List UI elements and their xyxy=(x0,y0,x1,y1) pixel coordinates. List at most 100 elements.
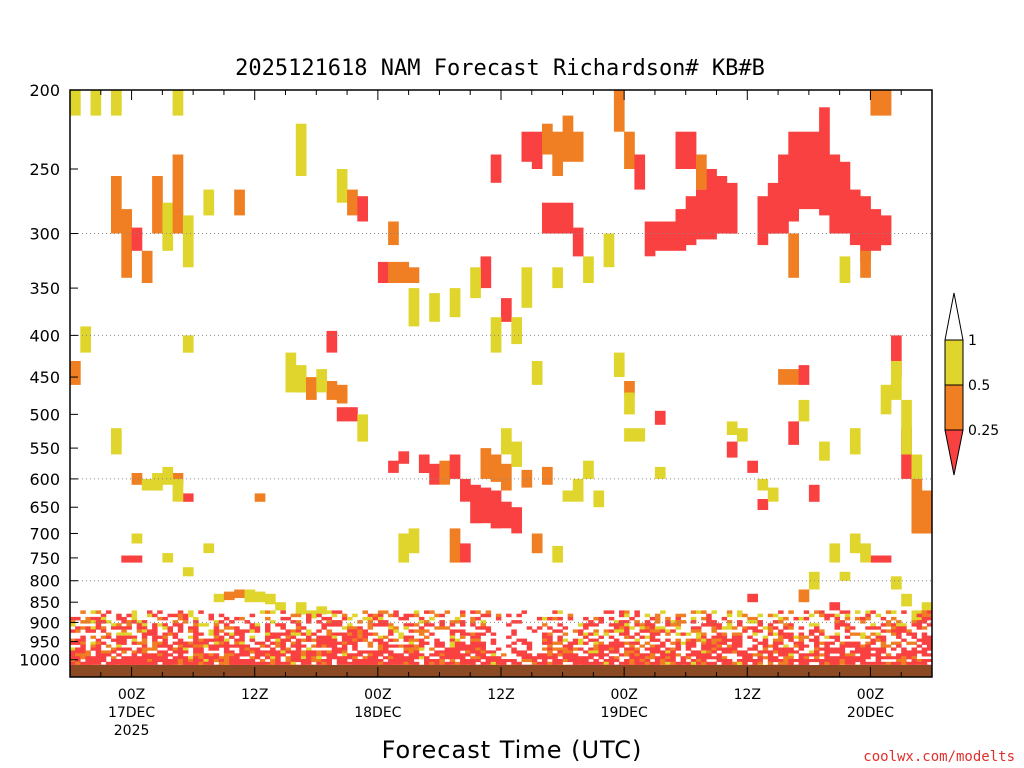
surface-cell xyxy=(711,638,717,642)
surface-cell xyxy=(460,656,466,660)
heatmap-cell xyxy=(552,545,563,563)
surface-cell xyxy=(460,641,466,645)
surface-cell xyxy=(85,616,91,621)
surface-cell xyxy=(306,661,312,665)
surface-cell xyxy=(75,626,81,630)
surface-cell xyxy=(721,650,728,654)
surface-cell xyxy=(347,635,353,639)
heatmap-cell xyxy=(182,335,194,353)
surface-cell xyxy=(147,629,153,633)
surface-cell xyxy=(767,623,774,627)
surface-cell xyxy=(526,653,533,657)
heatmap-cell xyxy=(891,361,902,400)
surface-cell xyxy=(454,629,461,633)
surface-cell xyxy=(516,661,522,665)
surface-cell xyxy=(413,653,420,657)
surface-cell xyxy=(660,659,666,663)
surface-cell xyxy=(265,661,271,665)
surface-cell xyxy=(444,661,451,665)
surface-cell xyxy=(167,659,173,663)
surface-cell xyxy=(670,623,676,627)
surface-cell xyxy=(126,661,132,665)
surface-cell xyxy=(167,629,173,633)
surface-cell xyxy=(326,653,332,657)
surface-cell xyxy=(819,613,825,618)
surface-cell xyxy=(341,632,348,636)
surface-cell xyxy=(295,647,302,651)
surface-cell xyxy=(429,647,435,651)
surface-cell xyxy=(203,659,209,663)
surface-cell xyxy=(706,613,712,618)
surface-cell xyxy=(803,635,810,639)
surface-cell xyxy=(429,610,435,614)
surface-cell xyxy=(649,661,656,665)
surface-cell xyxy=(690,638,697,642)
surface-cell xyxy=(865,644,871,648)
surface-cell xyxy=(336,661,343,665)
heatmap-cell xyxy=(542,466,553,485)
surface-cell xyxy=(167,653,173,657)
surface-cell xyxy=(424,661,430,665)
heatmap-cell xyxy=(501,501,512,529)
surface-cell xyxy=(870,653,876,657)
surface-cell xyxy=(485,613,492,618)
surface-cell xyxy=(177,610,184,614)
surface-cell xyxy=(542,661,548,665)
surface-cell xyxy=(244,653,250,657)
surface-cell xyxy=(270,635,276,639)
surface-cell xyxy=(213,629,220,633)
surface-cell xyxy=(126,623,132,627)
surface-cell xyxy=(639,661,645,665)
surface-cell xyxy=(429,659,435,663)
surface-cell xyxy=(629,661,635,665)
surface-cell xyxy=(752,659,758,663)
surface-cell xyxy=(203,638,209,642)
surface-cell xyxy=(567,653,574,657)
surface-cell xyxy=(249,647,256,651)
surface-cell xyxy=(208,638,214,642)
surface-cell xyxy=(172,632,179,636)
surface-cell xyxy=(316,641,322,645)
heatmap-cell xyxy=(798,589,810,603)
surface-cell xyxy=(593,632,599,636)
surface-cell xyxy=(70,647,76,651)
heatmap-cell xyxy=(203,543,215,554)
surface-cell xyxy=(701,650,707,654)
surface-cell xyxy=(511,647,517,651)
surface-cell xyxy=(891,629,897,633)
surface-cell xyxy=(834,656,840,660)
heatmap-cell xyxy=(449,454,461,479)
surface-cell xyxy=(403,638,409,642)
surface-cell xyxy=(516,638,522,642)
surface-cell xyxy=(80,653,86,657)
surface-cell xyxy=(778,610,784,614)
surface-cell xyxy=(434,661,440,665)
surface-cell xyxy=(167,626,173,630)
surface-cell xyxy=(531,661,538,665)
surface-cell xyxy=(418,616,425,621)
surface-cell xyxy=(393,653,399,657)
surface-cell xyxy=(162,659,168,663)
surface-cell xyxy=(778,632,784,636)
surface-cell xyxy=(223,647,230,651)
surface-cell xyxy=(372,659,379,663)
surface-cell xyxy=(557,647,563,651)
surface-cell xyxy=(182,620,189,624)
surface-cell xyxy=(377,647,384,651)
surface-cell xyxy=(326,620,332,624)
surface-cell xyxy=(223,632,230,636)
surface-cell xyxy=(726,638,733,642)
surface-cell xyxy=(408,641,415,645)
heatmap-cell xyxy=(613,352,625,377)
surface-cell xyxy=(819,647,825,651)
surface-cell xyxy=(649,623,656,627)
heatmap-cell xyxy=(849,428,861,455)
surface-cell xyxy=(495,659,502,663)
surface-cell xyxy=(439,656,445,660)
surface-cell xyxy=(619,653,625,657)
surface-cell xyxy=(572,661,579,665)
heatmap-cell xyxy=(860,196,871,262)
surface-cell xyxy=(444,650,451,654)
surface-cell xyxy=(341,638,348,642)
surface-cell xyxy=(460,659,466,663)
